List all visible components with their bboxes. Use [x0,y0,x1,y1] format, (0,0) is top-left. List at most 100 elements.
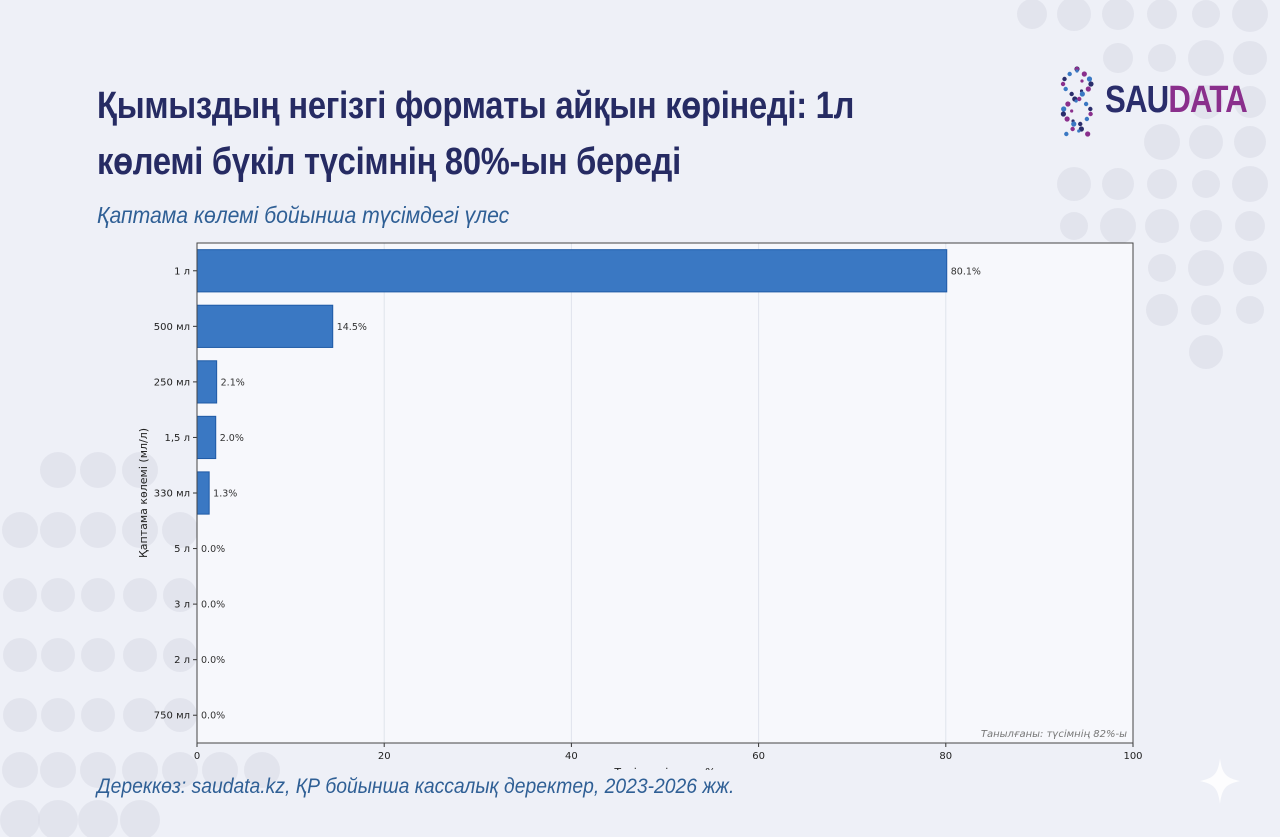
logo-dot [1065,101,1071,107]
data-label: 0.0% [201,544,225,555]
background-dot [1017,0,1047,29]
background-dot [80,512,116,548]
background-dot [1189,125,1223,159]
bar [196,415,217,460]
chart-subtitle: Қаптама көлемі бойынша түсімдегі үлес [97,202,510,228]
background-dot [123,578,157,612]
y-tick-label: 3 л [174,600,190,611]
background-dot [41,698,75,732]
chart-annotation: Танылғаны: түсімнің 82%-ы [981,728,1127,740]
logo-dot [1071,121,1077,127]
logo-dot [1088,81,1094,87]
background-dot [1189,85,1223,119]
y-axis-label: Қаптама көлемі (мл/л) [137,428,150,558]
background-dot [1192,0,1220,28]
data-label: 80.1% [951,266,981,277]
logo-dot [1078,121,1083,127]
background-dot [1188,250,1224,286]
background-dot [1234,126,1266,158]
logo-dot [1070,109,1074,113]
background-dot [202,752,238,788]
background-dot [1102,0,1134,30]
background-dot [1147,0,1177,29]
background-dot [163,638,197,672]
background-dot [1102,168,1134,200]
title-line-1: Қымыздың негізгі форматы айқын көрінеді:… [97,85,855,127]
background-dot [162,512,198,548]
background-dot [1148,254,1176,282]
data-label: 14.5% [337,322,367,333]
background-dot [3,638,37,672]
y-tick-label: 5 л [174,544,190,555]
background-dot [122,512,158,548]
data-label: 0.0% [201,600,225,611]
background-dot [81,638,115,672]
bar-chart: 0 20 40 60 80 100 1 л 80.1% 500 мл 14.5% 250 мл 2.1… [137,242,1143,770]
background-dot [1192,170,1220,198]
title-line-2: көлемі бүкіл түсімнің 80%-ын береді [97,141,681,183]
data-label: 2.1% [221,377,245,388]
logo-dot [1077,96,1082,102]
background-dot [120,800,160,837]
background-dot [122,752,158,788]
logo-dot [1081,71,1087,77]
background-dot [1147,169,1177,199]
logo-dot [1063,86,1068,92]
plot-area [197,243,1133,743]
sparkle-icon [1200,758,1240,804]
background-dot [41,638,75,672]
bar [196,249,948,293]
y-tick-label: 500 мл [154,322,190,333]
background-dot [1232,166,1268,202]
background-dot [40,452,76,488]
background-dot [1103,43,1133,73]
bar [196,304,334,348]
background-dot [1146,294,1178,326]
background-dot [80,752,116,788]
logo-text-sau: SAU [1105,79,1169,121]
page-title: Қымыздың негізгі форматы айқын көрінеді:… [97,78,871,190]
background-dot [163,698,197,732]
logo-dot [1067,71,1072,77]
data-label: 0.0% [201,655,225,666]
background-dot [1189,335,1223,369]
y-tick-label: 250 мл [154,377,190,388]
background-dot [2,752,38,788]
background-dot [1233,251,1267,285]
logo-dot [1075,69,1079,73]
background-dot [81,578,115,612]
background-dot [1234,86,1266,118]
background-dot [3,578,37,612]
y-tick-label: 2 л [174,655,190,666]
background-dot [1191,295,1221,325]
logo-dot [1085,131,1091,137]
y-tick-label: 330 мл [154,489,190,500]
logo-dot [1074,99,1078,103]
background-dot [123,698,157,732]
background-dot [123,638,157,672]
bar [196,471,210,515]
bar [196,360,218,404]
logo-text-data: DATA [1168,79,1247,121]
x-tick-label: 20 [378,751,391,762]
x-tick-label: 80 [939,751,952,762]
background-dot [1057,167,1091,201]
background-dot [1145,209,1179,243]
logo-dot [1069,91,1074,97]
data-label: 1.3% [213,489,237,500]
logo-dot [1080,79,1084,83]
logo-dot [1060,111,1066,117]
logo-dot [1077,129,1081,133]
logo-dot [1070,126,1075,132]
background-dot [1235,211,1265,241]
data-label: 0.0% [201,711,225,722]
background-dot [1100,208,1136,244]
y-tick-label: 1,5 л [165,433,190,444]
background-dot [38,800,78,837]
background-dot [244,752,280,788]
x-tick-label: 0 [194,751,200,762]
background-dot [1190,210,1222,242]
background-dot [162,752,198,788]
y-tick-label: 750 мл [154,711,190,722]
logo-dot [1088,111,1093,117]
